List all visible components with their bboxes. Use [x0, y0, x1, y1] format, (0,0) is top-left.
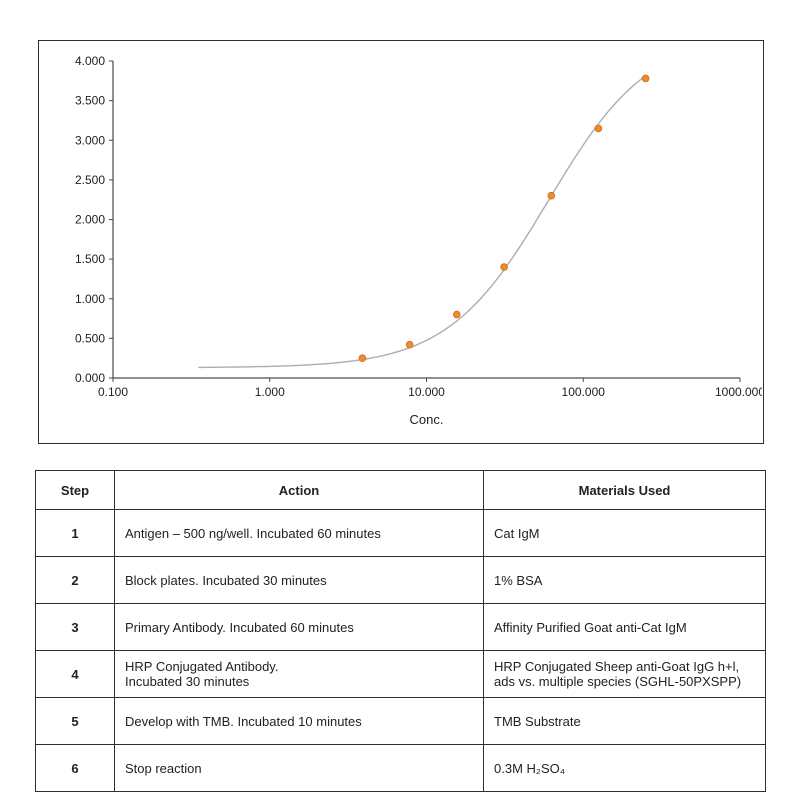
- materials-cell: HRP Conjugated Sheep anti-Goat IgG h+l, …: [483, 650, 766, 698]
- action-cell: Primary Antibody. Incubated 60 minutes: [114, 603, 484, 651]
- y-tick-label: 3.000: [75, 133, 105, 147]
- materials-cell: TMB Substrate: [483, 697, 766, 745]
- data-point: [594, 124, 603, 133]
- table-header-row: Step Action Materials Used: [35, 470, 766, 510]
- action-cell: Develop with TMB. Incubated 10 minutes: [114, 697, 484, 745]
- x-tick-label: 10.000: [408, 385, 445, 399]
- materials-cell: Affinity Purified Goat anti-Cat IgM: [483, 603, 766, 651]
- axis-line: [112, 61, 740, 379]
- step-number: 5: [35, 697, 115, 745]
- y-tick-label: 1.000: [75, 292, 105, 306]
- step-number: 4: [35, 650, 115, 698]
- y-tick-label: 2.000: [75, 213, 105, 227]
- x-tick-label: 1.000: [255, 385, 285, 399]
- titration-chart-panel: 0.000 0.500 1.000 1.500 2.000 2.500 3.000 3.500…: [38, 40, 764, 444]
- action-cell: Antigen – 500 ng/well. Incubated 60 minu…: [114, 509, 484, 557]
- step-number: 3: [35, 603, 115, 651]
- x-tick-label: 0.100: [98, 385, 128, 399]
- x-tick-label: 1000.000: [715, 385, 762, 399]
- x-tick-label: 100.000: [562, 385, 606, 399]
- y-tick-label: 2.500: [75, 173, 105, 187]
- table-row: 1 Antigen – 500 ng/well. Incubated 60 mi…: [35, 509, 766, 557]
- step-number: 1: [35, 509, 115, 557]
- table-row: 3 Primary Antibody. Incubated 60 minutes…: [35, 603, 766, 651]
- table-row: 4 HRP Conjugated Antibody. Incubated 30 …: [35, 650, 766, 698]
- x-axis-title: Conc.: [409, 412, 444, 427]
- step-number: 2: [35, 556, 115, 604]
- header-step: Step: [35, 470, 115, 510]
- y-tick-label: 3.500: [75, 94, 105, 108]
- table-row: 6 Stop reaction 0.3M H₂SO₄: [35, 744, 766, 792]
- y-tick-label: 4.000: [75, 54, 105, 68]
- data-point: [452, 310, 461, 319]
- chart-svg: 0.000 0.500 1.000 1.500 2.000 2.500 3.000 3.500…: [75, 54, 762, 399]
- header-action: Action: [114, 470, 484, 510]
- data-point: [547, 191, 556, 200]
- protocol-table: Step Action Materials Used 1 Antigen – 5…: [35, 470, 766, 792]
- data-point: [500, 263, 508, 271]
- materials-cell: 0.3M H₂SO₄: [483, 744, 766, 792]
- protocol-table-wrap: Step Action Materials Used 1 Antigen – 5…: [35, 470, 766, 792]
- materials-cell: Cat IgM: [483, 509, 766, 557]
- action-cell: Block plates. Incubated 30 minutes: [114, 556, 484, 604]
- header-materials: Materials Used: [483, 470, 766, 510]
- table-row: 5 Develop with TMB. Incubated 10 minutes…: [35, 697, 766, 745]
- y-tick-label: 1.500: [75, 252, 105, 266]
- step-number: 6: [35, 744, 115, 792]
- action-cell: Stop reaction: [114, 744, 484, 792]
- y-tick-label: 0.500: [75, 331, 105, 345]
- fit-curve: [198, 75, 647, 369]
- data-point: [358, 354, 367, 363]
- y-tick-label: 0.000: [75, 371, 105, 385]
- action-cell: HRP Conjugated Antibody. Incubated 30 mi…: [114, 650, 484, 698]
- data-point: [405, 340, 414, 349]
- materials-cell: 1% BSA: [483, 556, 766, 604]
- data-point: [641, 74, 650, 83]
- table-row: 2 Block plates. Incubated 30 minutes 1% …: [35, 556, 766, 604]
